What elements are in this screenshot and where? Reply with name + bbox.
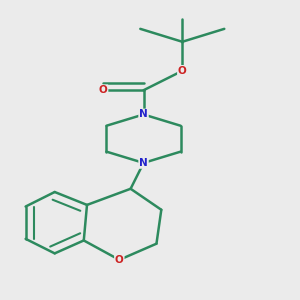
Text: O: O (99, 85, 107, 95)
Text: N: N (139, 110, 148, 119)
Text: O: O (115, 255, 124, 265)
Text: O: O (178, 66, 187, 76)
Text: N: N (139, 158, 148, 168)
